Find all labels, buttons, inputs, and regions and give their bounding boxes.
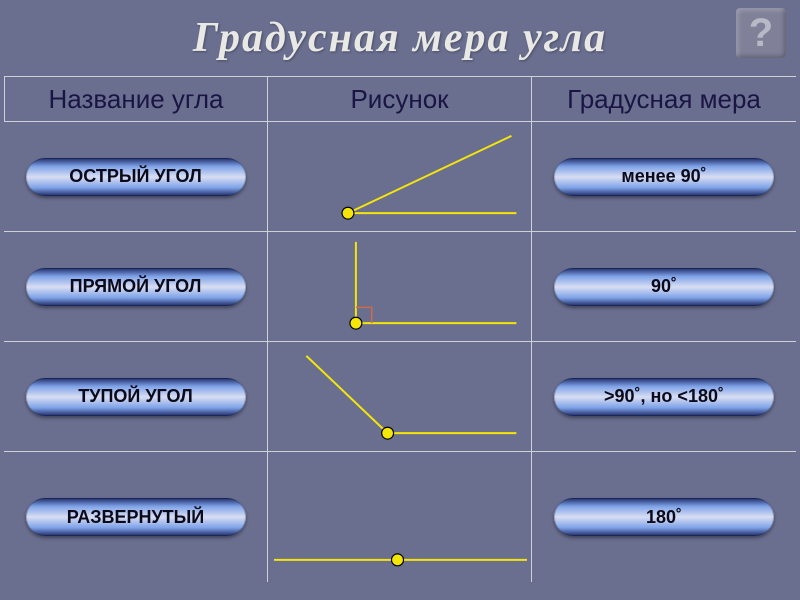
cell-drawing xyxy=(268,232,532,341)
page-title: Градусная мера угла xyxy=(193,14,607,62)
cell-measure: 90˚ xyxy=(532,232,796,341)
angle-name-label: ОСТРЫЙ УГОЛ xyxy=(69,166,201,187)
angle-measure-label: менее 90˚ xyxy=(621,166,706,187)
angles-table: Название угла Рисунок Градусная мера ОСТ… xyxy=(4,76,796,582)
angle-name-pill[interactable]: ПРЯМОЙ УГОЛ xyxy=(26,268,246,306)
angle-name-label: ТУПОЙ УГОЛ xyxy=(78,386,192,407)
angle-measure-pill[interactable]: >90˚, но <180˚ xyxy=(554,378,774,416)
cell-name: РАЗВЕРНУТЫЙ xyxy=(4,452,268,582)
angle-name-label: РАЗВЕРНУТЫЙ xyxy=(67,507,204,528)
cell-drawing xyxy=(268,452,532,582)
angle-measure-label: 180˚ xyxy=(646,507,682,528)
angle-diagram xyxy=(268,232,531,341)
cell-name: ОСТРЫЙ УГОЛ xyxy=(4,122,268,231)
col-header-measure: Градусная мера xyxy=(532,77,796,121)
cell-drawing xyxy=(268,342,532,451)
angle-diagram xyxy=(268,122,531,231)
angle-measure-pill[interactable]: 180˚ xyxy=(554,498,774,536)
table-header-row: Название угла Рисунок Градусная мера xyxy=(4,76,796,122)
help-icon: ? xyxy=(749,11,773,56)
angle-name-pill[interactable]: ОСТРЫЙ УГОЛ xyxy=(26,158,246,196)
cell-measure: менее 90˚ xyxy=(532,122,796,231)
angle-name-pill[interactable]: ТУПОЙ УГОЛ xyxy=(26,378,246,416)
angle-diagram xyxy=(268,452,531,582)
title-bar: Градусная мера угла ? xyxy=(0,0,800,76)
col-header-name: Название угла xyxy=(4,77,268,121)
table-row: ОСТРЫЙ УГОЛ менее 90˚ xyxy=(4,122,796,232)
angle-diagram xyxy=(268,342,531,451)
angle-measure-pill[interactable]: менее 90˚ xyxy=(554,158,774,196)
angle-name-pill[interactable]: РАЗВЕРНУТЫЙ xyxy=(26,498,246,536)
col-header-drawing: Рисунок xyxy=(268,77,532,121)
angle-measure-pill[interactable]: 90˚ xyxy=(554,268,774,306)
cell-name: ПРЯМОЙ УГОЛ xyxy=(4,232,268,341)
help-button[interactable]: ? xyxy=(736,8,786,58)
table-row: ПРЯМОЙ УГОЛ 90˚ xyxy=(4,232,796,342)
cell-drawing xyxy=(268,122,532,231)
cell-name: ТУПОЙ УГОЛ xyxy=(4,342,268,451)
table-row: РАЗВЕРНУТЫЙ 180˚ xyxy=(4,452,796,582)
cell-measure: >90˚, но <180˚ xyxy=(532,342,796,451)
angle-measure-label: 90˚ xyxy=(651,276,677,297)
table-row: ТУПОЙ УГОЛ >90˚, но <180˚ xyxy=(4,342,796,452)
cell-measure: 180˚ xyxy=(532,452,796,582)
angle-name-label: ПРЯМОЙ УГОЛ xyxy=(70,276,202,297)
angle-measure-label: >90˚, но <180˚ xyxy=(604,386,724,407)
